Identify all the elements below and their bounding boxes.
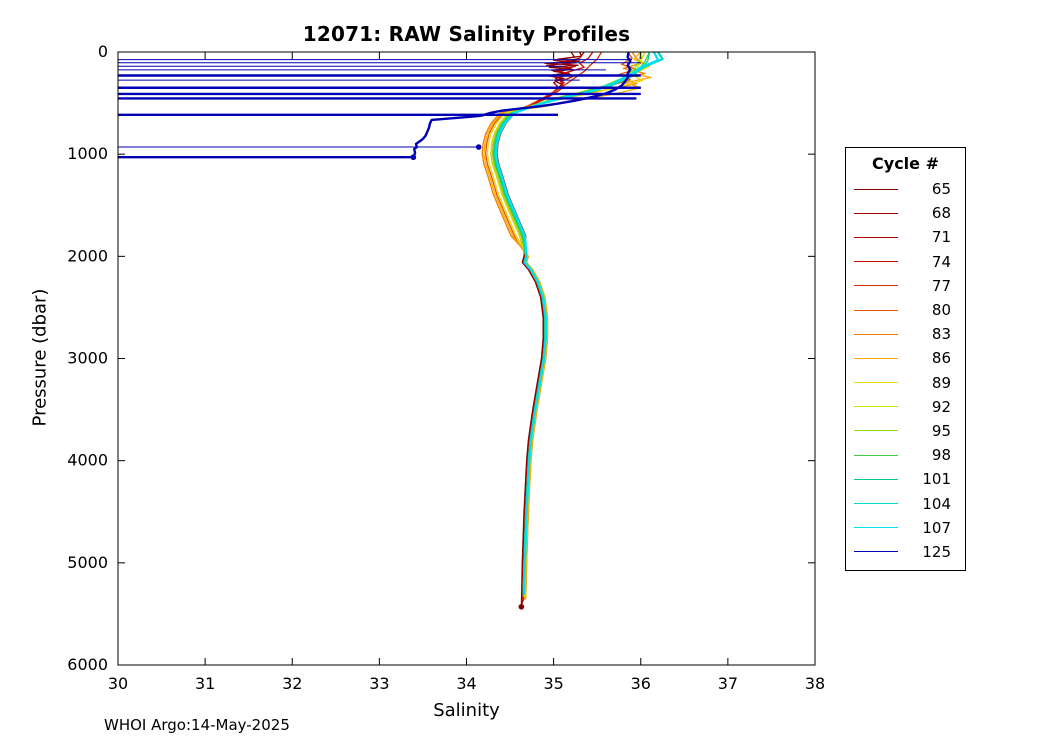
x-tick-label: 38 — [805, 674, 825, 693]
legend-entry-label: 89 — [931, 373, 951, 392]
legend-line-sample — [854, 478, 898, 480]
legend-line-sample — [854, 333, 898, 335]
legend-line-sample — [854, 261, 898, 263]
x-tick-label: 37 — [718, 674, 738, 693]
legend-line-sample — [854, 309, 898, 311]
legend-line-sample — [854, 527, 898, 529]
legend-entry: 83 — [846, 322, 965, 346]
y-tick-label: 2000 — [67, 246, 108, 265]
y-tick-label: 3000 — [67, 349, 108, 368]
legend-line-sample — [854, 503, 898, 505]
legend-entry: 107 — [846, 516, 965, 540]
legend-entry-label: 95 — [931, 421, 951, 440]
x-axis-label: Salinity — [433, 700, 500, 721]
x-tick-label: 35 — [543, 674, 563, 693]
legend-line-sample — [854, 406, 898, 408]
x-tick-label: 34 — [456, 674, 476, 693]
legend-entry: 101 — [846, 467, 965, 491]
x-tick-label: 30 — [108, 674, 128, 693]
legend-entry-label: 104 — [922, 494, 951, 513]
legend-entry-label: 74 — [931, 252, 951, 271]
legend-entry-label: 83 — [931, 325, 951, 344]
legend-entry: 98 — [846, 443, 965, 467]
legend-line-sample — [854, 285, 898, 287]
legend-entry-label: 92 — [931, 397, 951, 416]
legend-entry-label: 125 — [922, 542, 951, 561]
legend-entry-label: 98 — [931, 446, 951, 465]
legend-entry: 104 — [846, 491, 965, 515]
legend-entry: 95 — [846, 419, 965, 443]
legend-entry: 80 — [846, 298, 965, 322]
legend-entry: 92 — [846, 395, 965, 419]
legend-line-sample — [854, 188, 898, 190]
legend-entry-label: 77 — [931, 276, 951, 295]
y-tick-label: 5000 — [67, 553, 108, 572]
legend-entry-label: 71 — [931, 228, 951, 247]
footer-credit: WHOI Argo:14-May-2025 — [104, 716, 290, 734]
legend-line-sample — [854, 212, 898, 214]
legend-entry: 86 — [846, 346, 965, 370]
legend-line-sample — [854, 430, 898, 432]
legend-line-sample — [854, 454, 898, 456]
legend-entry-label: 65 — [931, 180, 951, 199]
y-tick-label: 4000 — [67, 451, 108, 470]
x-tick-label: 36 — [631, 674, 651, 693]
legend-entry-label: 107 — [922, 518, 951, 537]
legend-entry: 77 — [846, 274, 965, 298]
legend-entry-label: 101 — [922, 470, 951, 489]
legend-entry-label: 80 — [931, 301, 951, 320]
legend-entry: 74 — [846, 250, 965, 274]
y-tick-label: 1000 — [67, 144, 108, 163]
legend-entry: 68 — [846, 201, 965, 225]
legend-line-sample — [854, 236, 898, 238]
legend-entries: 65 68 71 74 77 80 83 86 89 92 95 98 101 104 107 125 — [846, 177, 965, 564]
legend-entry: 125 — [846, 540, 965, 564]
legend-entry: 89 — [846, 371, 965, 395]
legend-entry: 71 — [846, 225, 965, 249]
legend-line-sample — [854, 382, 898, 384]
y-tick-label: 6000 — [67, 655, 108, 674]
x-tick-label: 32 — [282, 674, 302, 693]
legend-line-sample — [854, 551, 898, 553]
legend-entry-label: 86 — [931, 349, 951, 368]
legend: Cycle # 65 68 71 74 77 80 83 86 89 92 95 98 101 104 10… — [845, 147, 966, 571]
x-tick-label: 33 — [369, 674, 389, 693]
x-tick-label: 31 — [195, 674, 215, 693]
y-tick-label: 0 — [98, 42, 108, 61]
legend-entry-label: 68 — [931, 204, 951, 223]
legend-line-sample — [854, 357, 898, 359]
legend-entry: 65 — [846, 177, 965, 201]
legend-title: Cycle # — [872, 154, 939, 173]
chart-title: 12071: RAW Salinity Profiles — [302, 22, 631, 46]
